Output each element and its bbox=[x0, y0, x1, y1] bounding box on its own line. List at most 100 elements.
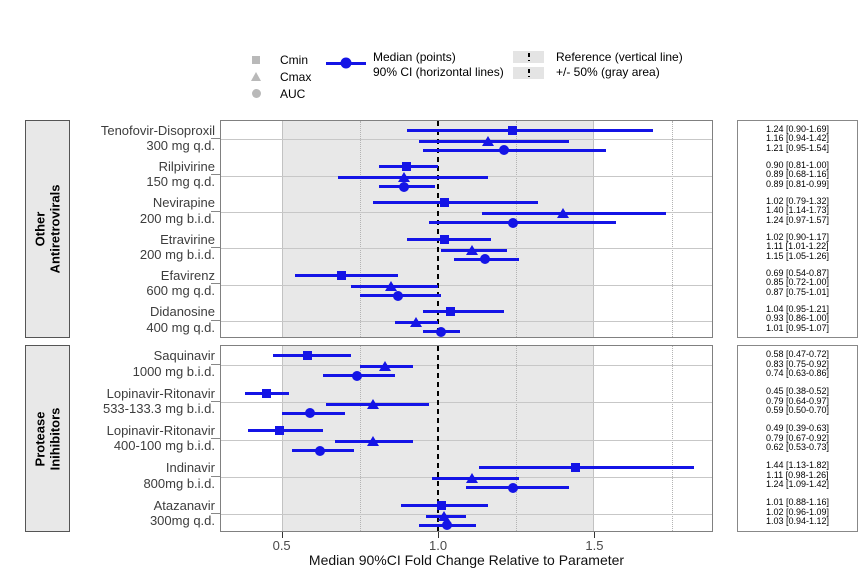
cmin-marker bbox=[439, 234, 449, 244]
drug-dose: 600 mg q.d. bbox=[146, 283, 215, 299]
label-leader-line bbox=[211, 138, 220, 140]
cmin-square-icon bbox=[250, 55, 262, 64]
value-group: 0.49 [0.39-0.63] 0.79 [0.67-0.92] 0.62 [0.… bbox=[738, 420, 857, 457]
label-leader-line bbox=[211, 475, 220, 477]
drug-label: Etravirine 200 mg b.i.d. bbox=[70, 229, 220, 265]
drug-dose: 800mg b.i.d. bbox=[143, 475, 215, 491]
value-group: 1.02 [0.79-1.32] 1.40 [1.14-1.73] 1.24 [0.… bbox=[738, 193, 857, 229]
cmin-marker bbox=[274, 426, 284, 435]
cmax-marker bbox=[366, 436, 379, 446]
cmin-marker bbox=[439, 198, 449, 208]
ci-value-text: 1.24 [0.90-1.69] bbox=[765, 123, 830, 134]
ci-value-text: 1.40 [1.14-1.73] bbox=[765, 205, 830, 216]
value-group: 0.45 [0.38-0.52] 0.79 [0.64-0.97] 0.59 [0.… bbox=[738, 383, 857, 420]
cmax-marker bbox=[366, 398, 379, 409]
ci-value-text: 1.02 [0.96-1.09] bbox=[765, 506, 830, 517]
auc-marker bbox=[442, 520, 453, 531]
label-leader-line bbox=[211, 319, 220, 321]
ci-value-text: 0.89 [0.81-0.99] bbox=[765, 178, 830, 189]
cmin-marker bbox=[570, 463, 580, 473]
auc-marker bbox=[507, 482, 518, 493]
x-axis: 0.5 1.0 1.5 bbox=[220, 532, 713, 558]
legend-cmin-label: Cmin bbox=[280, 52, 309, 67]
auc-marker bbox=[352, 370, 363, 381]
drug-dose: 300 mg q.d. bbox=[146, 138, 215, 154]
legend-point-shapes: Cmin Cmax AUC bbox=[250, 51, 311, 102]
label-leader-line bbox=[211, 401, 220, 403]
x-axis-title: Median 90%CI Fold Change Relative to Par… bbox=[308, 552, 625, 568]
cmax-marker bbox=[556, 208, 569, 219]
ci-value-text: 0.74 [0.63-0.86] bbox=[765, 368, 830, 379]
values-panel-1: 0.58 [0.47-0.72] 0.83 [0.75-0.92] 0.74 [0.… bbox=[737, 345, 858, 532]
panel-row-0: Other Antiretrovirals Tenofovir-Disoproxi… bbox=[25, 120, 858, 338]
value-group: 1.24 [0.90-1.69] 1.16 [0.94-1.42] 1.21 [0.… bbox=[738, 121, 857, 157]
value-group: 1.02 [0.90-1.17] 1.11 [1.01-1.22] 1.15 [1.… bbox=[738, 229, 857, 265]
label-leader-line bbox=[211, 438, 220, 440]
reference-line bbox=[437, 121, 440, 337]
ci-line-cmax bbox=[338, 176, 488, 179]
value-group: 1.01 [0.88-1.16] 1.02 [0.96-1.09] 1.03 [0.… bbox=[738, 494, 857, 531]
ci-line-cmin bbox=[294, 274, 398, 277]
group-guide-line bbox=[221, 439, 712, 441]
cmax-marker bbox=[481, 135, 494, 146]
ci-value-text: 1.03 [0.94-1.12] bbox=[765, 516, 830, 527]
panel-strip: Other Antiretrovirals bbox=[25, 120, 70, 338]
ci-value-text: 0.59 [0.50-0.70] bbox=[765, 405, 830, 416]
minor-gridline bbox=[516, 121, 518, 337]
drug-dose: 533-133.3 mg b.i.d. bbox=[102, 401, 215, 417]
cmin-marker bbox=[446, 307, 456, 317]
drug-label: Lopinavir-Ritonavir 533-133.3 mg b.i.d. bbox=[70, 382, 220, 419]
legend-reference-line2: +/- 50% (gray area) bbox=[556, 65, 660, 79]
auc-marker bbox=[498, 145, 509, 156]
minor-gridline bbox=[516, 346, 518, 531]
ci-value-text: 1.11 [1.01-1.22] bbox=[766, 241, 829, 252]
ci-line-cmax bbox=[419, 139, 569, 143]
auc-marker bbox=[398, 181, 409, 192]
ci-value-text: 1.02 [0.90-1.17] bbox=[765, 231, 830, 242]
drug-label: Lopinavir-Ritonavir 400-100 mg b.i.d. bbox=[70, 420, 220, 457]
legend-median-line1: Median (points) bbox=[373, 50, 456, 64]
legend-item-cmin: Cmin bbox=[250, 51, 311, 68]
ci-line-cmin bbox=[406, 237, 492, 241]
ci-value-text: 1.16 [0.94-1.42] bbox=[765, 133, 830, 144]
ci-value-text: 1.02 [0.79-1.32] bbox=[765, 195, 830, 206]
legend-reference-text: Reference (vertical line) +/- 50% (gray … bbox=[556, 50, 683, 83]
label-leader-line bbox=[211, 513, 220, 515]
auc-circle-icon bbox=[250, 89, 262, 98]
ci-value-text: 0.89 [0.68-1.16] bbox=[765, 169, 830, 180]
ci-line-cmin bbox=[406, 128, 654, 132]
axis-tick-label: 1.5 bbox=[585, 538, 604, 553]
drug-dose: 1000 mg b.i.d. bbox=[132, 363, 215, 379]
drug-name: Nevirapine bbox=[152, 195, 215, 211]
drug-dose: 300mg q.d. bbox=[149, 513, 215, 529]
legend-item-cmax: Cmax bbox=[250, 68, 311, 85]
ci-value-text: 0.45 [0.38-0.52] bbox=[765, 386, 830, 397]
ci-value-text: 0.83 [0.75-0.92] bbox=[765, 358, 830, 369]
drug-label: Indinavir 800mg b.i.d. bbox=[70, 457, 220, 494]
ci-value-text: 0.79 [0.64-0.97] bbox=[765, 395, 830, 406]
ci-value-text: 0.58 [0.47-0.72] bbox=[765, 349, 830, 360]
label-leader-line bbox=[211, 210, 220, 212]
minor-gridline bbox=[671, 346, 673, 531]
drug-dose: 200 mg b.i.d. bbox=[139, 247, 215, 263]
cmax-marker bbox=[379, 361, 392, 372]
legend-reference-line1: Reference (vertical line) bbox=[556, 50, 683, 64]
ci-value-text: 0.69 [0.54-0.87] bbox=[765, 267, 830, 278]
axis-tick-label: 1.0 bbox=[428, 538, 448, 553]
cmax-marker bbox=[397, 172, 410, 182]
ci-value-text: 1.04 [0.95-1.21] bbox=[765, 303, 830, 314]
drug-name: Lopinavir-Ritonavir bbox=[106, 385, 215, 401]
legend-auc-label: AUC bbox=[280, 86, 306, 101]
plot-panel bbox=[220, 120, 713, 338]
label-leader-line bbox=[211, 247, 220, 249]
ci-value-text: 0.93 [0.86-1.00] bbox=[765, 313, 830, 324]
reference-line bbox=[437, 346, 440, 531]
ci-value-text: 1.01 [0.95-1.07] bbox=[765, 322, 830, 333]
ci-line-cmin bbox=[248, 429, 323, 432]
legend-reference: Reference (vertical line) +/- 50% (gray … bbox=[513, 50, 683, 83]
auc-marker bbox=[479, 254, 490, 265]
ci-line-auc bbox=[422, 148, 607, 152]
legend-median-line2: 90% CI (horizontal lines) bbox=[373, 65, 504, 79]
ci-value-text: 0.79 [0.67-0.92] bbox=[765, 432, 830, 443]
